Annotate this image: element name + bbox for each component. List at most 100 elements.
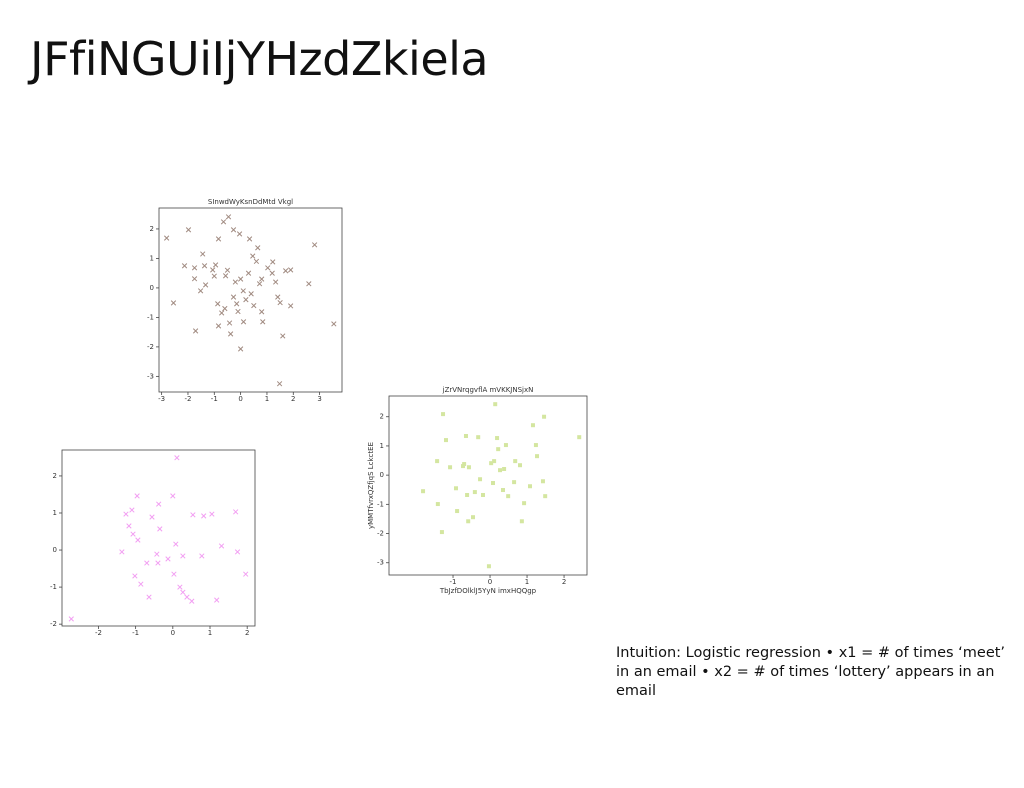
- point: [245, 270, 252, 276]
- point: [174, 455, 180, 461]
- point: [478, 477, 483, 482]
- point: [237, 346, 244, 352]
- point: [234, 301, 240, 307]
- point: [542, 414, 547, 419]
- point: [462, 462, 467, 467]
- point: [535, 454, 540, 459]
- point: [138, 581, 144, 587]
- point: [191, 265, 198, 271]
- point: [513, 459, 518, 464]
- point: [211, 273, 217, 279]
- point: [214, 597, 220, 603]
- point: [202, 282, 209, 288]
- point: [163, 235, 170, 241]
- point: [180, 589, 186, 595]
- y-tick-label: -3: [147, 372, 154, 380]
- x-axis-label: TbJzfDOlklJ5YyN imxHQQgp: [439, 587, 537, 595]
- point: [275, 294, 281, 300]
- point: [461, 464, 466, 469]
- point: [311, 242, 318, 248]
- point: [259, 276, 265, 282]
- point: [522, 501, 527, 506]
- y-tick-label: -3: [377, 559, 384, 567]
- point: [197, 288, 204, 294]
- point: [222, 273, 229, 279]
- y-tick-label: 1: [380, 442, 384, 450]
- x-tick-label: 2: [562, 578, 566, 586]
- point: [435, 502, 440, 507]
- point: [466, 465, 471, 470]
- point: [201, 513, 207, 519]
- x-tick-label: 0: [488, 578, 492, 586]
- point: [512, 480, 517, 485]
- scatter-chart: SInwdWyKsnDdMtd Vkgl -3 -2 -1 0 1 2 3 -3 -2 -1 0 1 2: [147, 198, 343, 403]
- point: [476, 435, 481, 440]
- y-tick-label: 0: [53, 546, 57, 554]
- x-tick-label: -1: [450, 578, 457, 586]
- point: [269, 270, 275, 276]
- point: [277, 300, 283, 306]
- point: [421, 489, 426, 494]
- scatter-chart: -2 -1 0 1 2 -2 -1 0 1 2: [50, 449, 256, 637]
- point: [218, 543, 225, 549]
- point: [135, 537, 141, 543]
- point: [543, 494, 548, 499]
- point: [471, 515, 476, 520]
- x-tick-label: 0: [238, 395, 242, 403]
- y-tick-label: -2: [147, 343, 154, 351]
- point: [272, 279, 279, 285]
- point: [144, 560, 150, 566]
- y-tick-label: -2: [50, 620, 57, 628]
- point: [149, 514, 155, 520]
- point: [224, 267, 231, 273]
- point: [489, 461, 494, 466]
- point: [123, 511, 129, 517]
- point: [265, 265, 271, 271]
- point: [441, 412, 446, 417]
- x-tick-label: 2: [245, 629, 249, 637]
- y-tick-label: -2: [377, 530, 384, 538]
- point: [171, 571, 177, 577]
- point: [306, 281, 312, 287]
- x-tick-label: 3: [317, 395, 321, 403]
- x-tick-label: -2: [95, 629, 102, 637]
- point: [126, 523, 132, 529]
- point: [68, 616, 74, 622]
- y-tick-label: 2: [150, 225, 154, 233]
- point: [288, 267, 294, 273]
- point: [498, 468, 503, 473]
- point: [519, 519, 524, 524]
- point: [200, 251, 206, 257]
- point: [448, 465, 453, 470]
- slide-title: JFfiNGUiIjYHzdZkiela: [30, 32, 489, 86]
- point: [506, 494, 511, 499]
- point: [466, 519, 471, 524]
- scatter-chart: jZrVNrqgvflA mVKKJNSjxN TbJzfDOlklJ5YyN i…: [367, 386, 588, 595]
- y-tick-label: 0: [150, 284, 154, 292]
- point: [230, 294, 237, 300]
- y-tick-label: 1: [53, 509, 57, 517]
- point: [518, 463, 523, 468]
- point: [280, 333, 286, 339]
- point: [170, 300, 177, 306]
- point: [184, 594, 190, 600]
- point: [243, 571, 249, 577]
- plot-frame: [158, 207, 343, 393]
- point: [253, 258, 260, 265]
- point: [481, 492, 486, 497]
- chart-title: jZrVNrqgvflA mVKKJNSjxN: [442, 386, 534, 394]
- point: [180, 553, 186, 559]
- point: [233, 509, 239, 515]
- plot-frame: [388, 395, 588, 576]
- point: [282, 268, 289, 274]
- point: [146, 594, 152, 600]
- point: [439, 530, 444, 535]
- point: [331, 321, 337, 327]
- point: [119, 549, 125, 555]
- point: [210, 267, 216, 273]
- y-axis-label: yMMTfvrxQZfjqS LckctEE: [367, 442, 375, 529]
- point: [455, 509, 460, 514]
- x-tick-label: 1: [208, 629, 212, 637]
